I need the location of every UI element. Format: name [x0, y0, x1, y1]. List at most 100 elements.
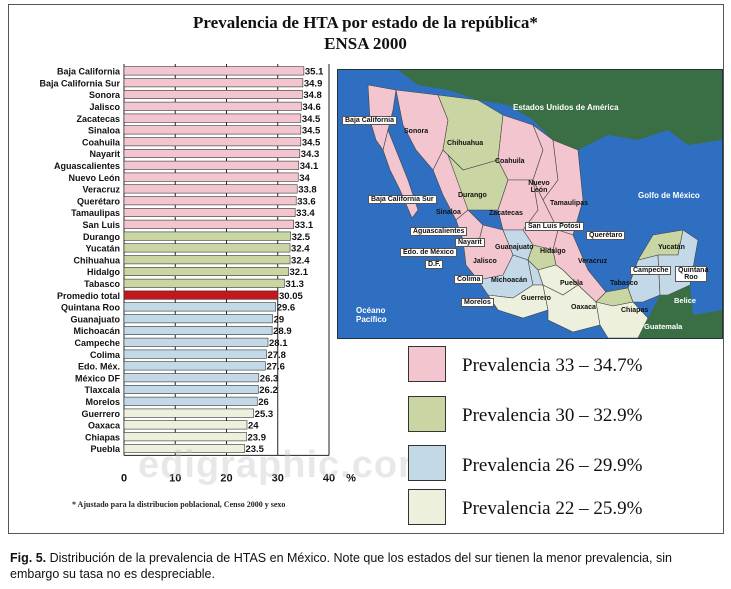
value-label: 35.1: [305, 67, 324, 78]
bar: [123, 231, 291, 241]
label-queretaro: Querétaro: [586, 231, 626, 240]
belize-region: [668, 285, 693, 315]
legend-swatch-2: [408, 396, 446, 432]
value-label: 33.1: [295, 220, 314, 231]
bar: [123, 432, 247, 442]
value-label: 28.9: [273, 326, 292, 337]
value-label: 34.1: [300, 161, 319, 172]
label-puebla: Puebla: [560, 280, 583, 287]
x-unit-label: %: [346, 472, 356, 484]
bar: [123, 113, 302, 123]
category-label: Campeche: [74, 338, 120, 348]
bar: [123, 66, 305, 76]
bar: [123, 172, 299, 182]
value-label: 34.6: [302, 102, 321, 113]
label-nayarit: Nayarit: [455, 238, 485, 247]
legend-label-1: Prevalencia 33 – 34.7%: [462, 355, 643, 376]
category-label: Tlaxcala: [84, 385, 121, 395]
x-tick-label: 10: [169, 472, 181, 484]
bar: [123, 208, 296, 218]
bar: [123, 160, 300, 170]
value-label: 27.8: [267, 350, 286, 361]
value-label: 34.9: [304, 78, 323, 89]
value-label: 32.4: [291, 244, 310, 255]
category-label: Aguascalientes: [54, 161, 120, 171]
chart-subtitle: ENSA 2000: [324, 34, 407, 53]
label-morelos: Morelos: [461, 298, 494, 307]
bar: [123, 361, 266, 371]
bar: [123, 290, 279, 300]
value-label: 32.4: [291, 255, 310, 266]
value-label: 31.3: [285, 279, 304, 290]
label-chiapas: Chiapas: [621, 307, 649, 314]
label-guanajuato: Guanajuato: [495, 244, 534, 251]
mexico-map: Estados Unidos de América Golfo de Méxic…: [337, 69, 723, 339]
state-chiapas: [595, 301, 649, 338]
bar: [123, 255, 291, 265]
label-guatemala: Guatemala: [644, 322, 683, 331]
chart-title: Prevalencia de HTA por estado de la repú…: [193, 13, 538, 32]
label-baja-california: Baja California: [342, 116, 398, 125]
label-yucatan: Yucatán: [658, 244, 685, 251]
label-ocean: Océano Pacífico: [356, 306, 387, 324]
value-label: 34.8: [303, 90, 322, 101]
bar: [123, 302, 276, 312]
bar: [123, 396, 258, 406]
label-zacatecas: Zacatecas: [489, 210, 523, 217]
category-label: Tabasco: [84, 279, 120, 289]
label-usa: Estados Unidos de América: [513, 103, 619, 112]
label-hidalgo: Hidalgo: [540, 248, 566, 255]
bar: [123, 373, 260, 383]
bar: [123, 314, 273, 324]
value-label: 23.9: [247, 432, 265, 443]
x-tick-label: 0: [121, 472, 127, 484]
category-label: San Luis: [82, 220, 120, 230]
label-slp: San Luis Potosí: [525, 222, 584, 231]
value-label: 34.5: [302, 114, 321, 125]
category-label: Guanajuato: [70, 314, 120, 324]
legend-label-3: Prevalencia 26 – 29.9%: [462, 455, 643, 476]
category-label: Oaxaca: [88, 421, 121, 431]
legend-label-4: Prevalencia 22 – 25.9%: [462, 498, 643, 519]
bar: [123, 219, 294, 229]
value-label: 26.2: [259, 385, 278, 396]
category-label: Coahuila: [82, 137, 121, 147]
legend-swatch-4: [408, 489, 446, 525]
bar: [123, 278, 285, 288]
bar: [123, 408, 254, 418]
category-label: Sinaloa: [88, 126, 121, 136]
bar: [123, 337, 269, 347]
chart-title-block: Prevalencia de HTA por estado de la repú…: [0, 12, 731, 54]
label-tamaulipas: Tamaulipas: [550, 200, 588, 207]
value-label: 26: [258, 397, 269, 408]
watermark: edigraphic.com: [138, 444, 433, 486]
category-label: Hidalgo: [87, 267, 121, 277]
category-label: Colima: [90, 350, 121, 360]
value-label: 24: [248, 421, 259, 432]
category-label: Nayarit: [89, 149, 120, 159]
map-drawing: [367, 70, 722, 338]
category-label: Sonora: [89, 90, 121, 100]
state-campeche: [627, 254, 661, 303]
category-label: Tamaulipas: [71, 208, 120, 218]
value-label: 28.1: [269, 338, 288, 349]
bar: [123, 196, 297, 206]
label-durango: Durango: [458, 192, 487, 199]
bar: [123, 101, 302, 111]
label-sinaloa: Sinaloa: [436, 209, 461, 216]
category-label: Edo. Méx.: [78, 362, 120, 372]
label-quintana-roo: Quintana Roo: [675, 266, 708, 282]
x-tick-label: 40: [323, 472, 335, 484]
category-label: Guerrero: [81, 409, 120, 419]
value-label: 34.5: [302, 137, 321, 148]
label-coahuila: Coahuila: [495, 158, 525, 165]
bar: [123, 420, 248, 430]
category-label: México DF: [75, 373, 121, 383]
category-label: Quintana Roo: [61, 303, 120, 313]
value-label: 23.5: [245, 444, 264, 455]
bar: [123, 349, 267, 359]
bar: [123, 125, 302, 135]
usa-region: [398, 70, 722, 150]
value-label: 33.4: [296, 208, 315, 219]
